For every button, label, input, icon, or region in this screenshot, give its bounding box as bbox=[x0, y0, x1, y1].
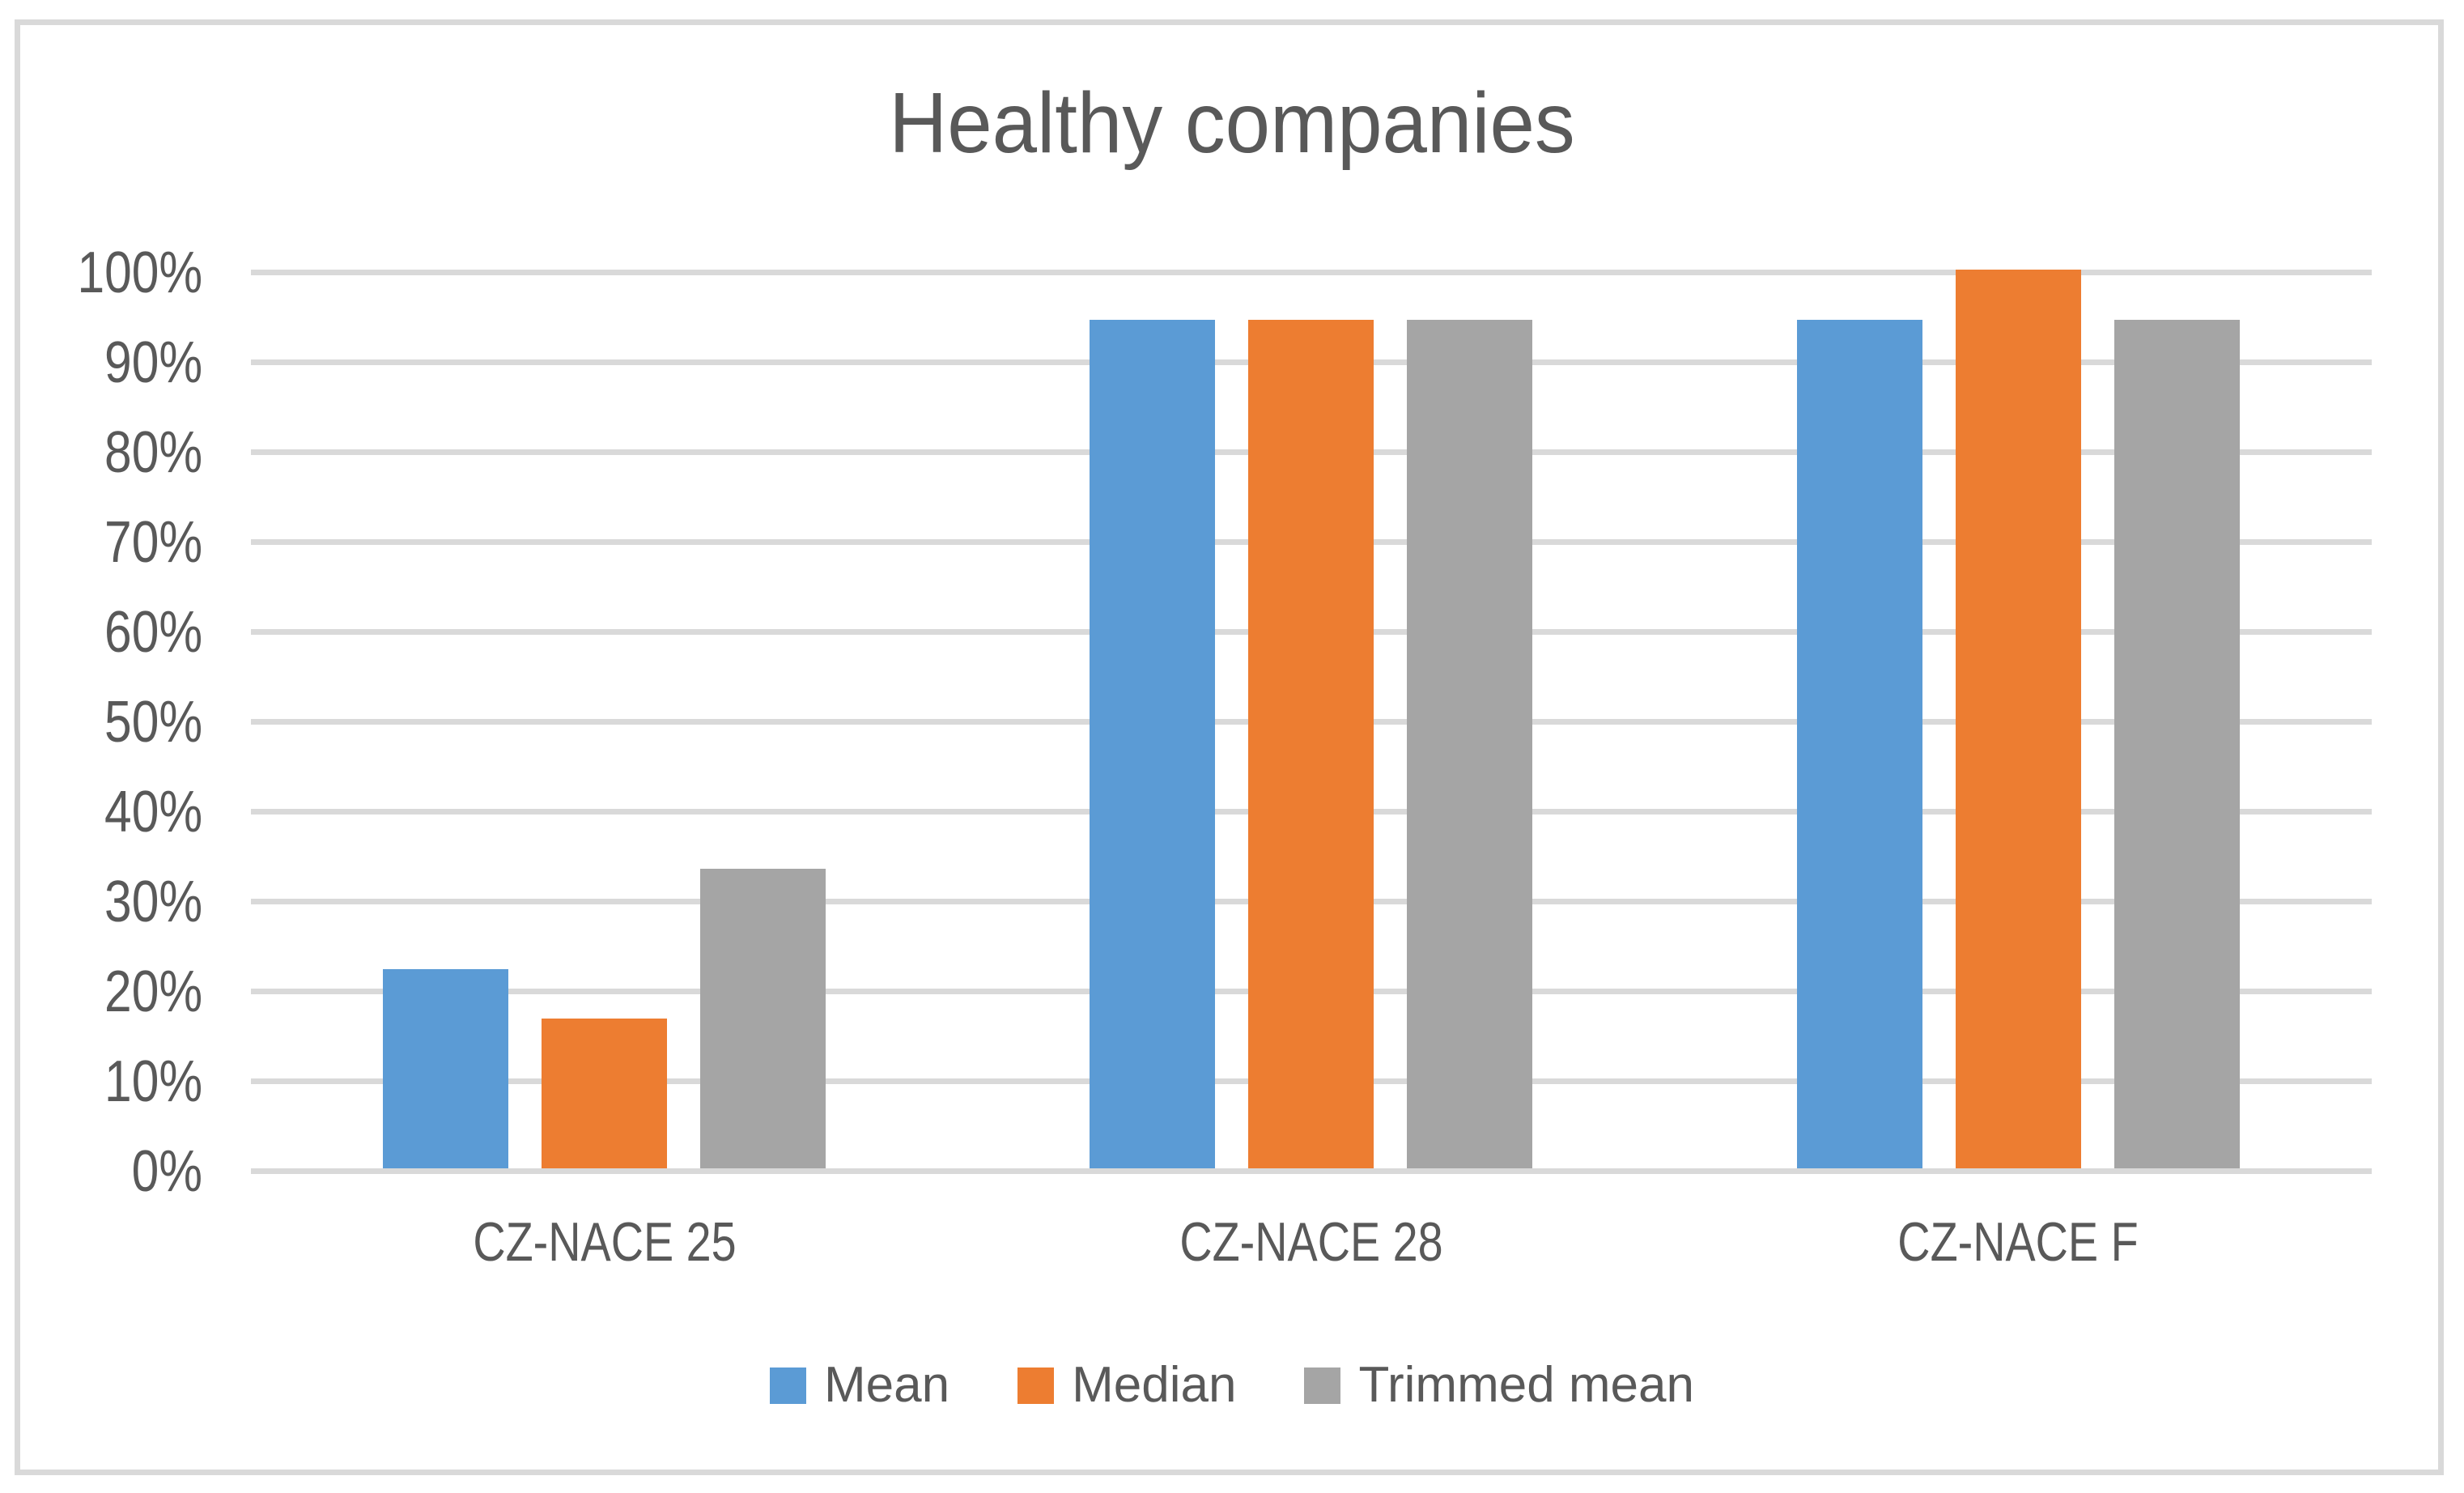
bar-group-cz-nace-28 bbox=[958, 270, 1664, 1168]
legend-item-mean: Mean bbox=[769, 1357, 950, 1413]
x-axis-label-cz-nace-25: CZ-NACE 25 bbox=[472, 1211, 737, 1273]
y-axis-tick-label-50: 50% bbox=[104, 689, 202, 755]
y-axis-tick-label-20: 20% bbox=[104, 959, 202, 1024]
y-axis-tick-label-80: 80% bbox=[104, 419, 202, 485]
chart-title: Healthy companies bbox=[889, 75, 1575, 171]
legend-label-median: Median bbox=[1072, 1357, 1237, 1413]
y-axis-tick-label-10: 10% bbox=[104, 1049, 202, 1114]
legend-swatch-trimmed-mean bbox=[1304, 1367, 1341, 1404]
y-axis-tick-label-40: 40% bbox=[104, 779, 202, 844]
legend-label-mean: Mean bbox=[823, 1357, 950, 1413]
y-axis-tick-label-60: 60% bbox=[104, 599, 202, 665]
gridline-100 bbox=[251, 270, 2372, 275]
bar-mean-cz-nace-f bbox=[1796, 320, 1922, 1168]
bar-trimmed-mean-cz-nace-28 bbox=[1407, 320, 1533, 1168]
gridline-0 bbox=[251, 1168, 2372, 1174]
legend-item-median: Median bbox=[1017, 1360, 1236, 1410]
bar-group-cz-nace-f bbox=[1665, 270, 2372, 1168]
y-axis-tick-label-90: 90% bbox=[104, 330, 202, 395]
y-axis-tick-label-70: 70% bbox=[104, 509, 202, 575]
x-axis-label-cz-nace-f: CZ-NACE F bbox=[1897, 1211, 2139, 1273]
legend-item-trimmed-mean: Trimmed mean bbox=[1304, 1360, 1694, 1410]
bar-group-cz-nace-25 bbox=[251, 270, 958, 1168]
legend-swatch-mean bbox=[769, 1367, 806, 1404]
legend-label-trimmed-mean: Trimmed mean bbox=[1358, 1357, 1695, 1413]
y-axis-tick-label-0: 0% bbox=[131, 1138, 202, 1204]
legend: Mean Median Trimmed mean bbox=[0, 1360, 2464, 1410]
bar-mean-cz-nace-25 bbox=[383, 968, 509, 1168]
bar-trimmed-mean-cz-nace-25 bbox=[700, 869, 826, 1168]
legend-swatch-median bbox=[1017, 1367, 1055, 1404]
bar-mean-cz-nace-28 bbox=[1090, 320, 1216, 1168]
bar-median-cz-nace-f bbox=[1955, 270, 2081, 1168]
y-axis-tick-label-30: 30% bbox=[104, 869, 202, 934]
y-axis-tick-label-100: 100% bbox=[77, 240, 202, 305]
bar-median-cz-nace-28 bbox=[1248, 320, 1374, 1168]
bar-trimmed-mean-cz-nace-f bbox=[2114, 320, 2240, 1168]
x-axis-label-cz-nace-28: CZ-NACE 28 bbox=[1179, 1211, 1443, 1273]
bar-median-cz-nace-25 bbox=[542, 1018, 668, 1168]
